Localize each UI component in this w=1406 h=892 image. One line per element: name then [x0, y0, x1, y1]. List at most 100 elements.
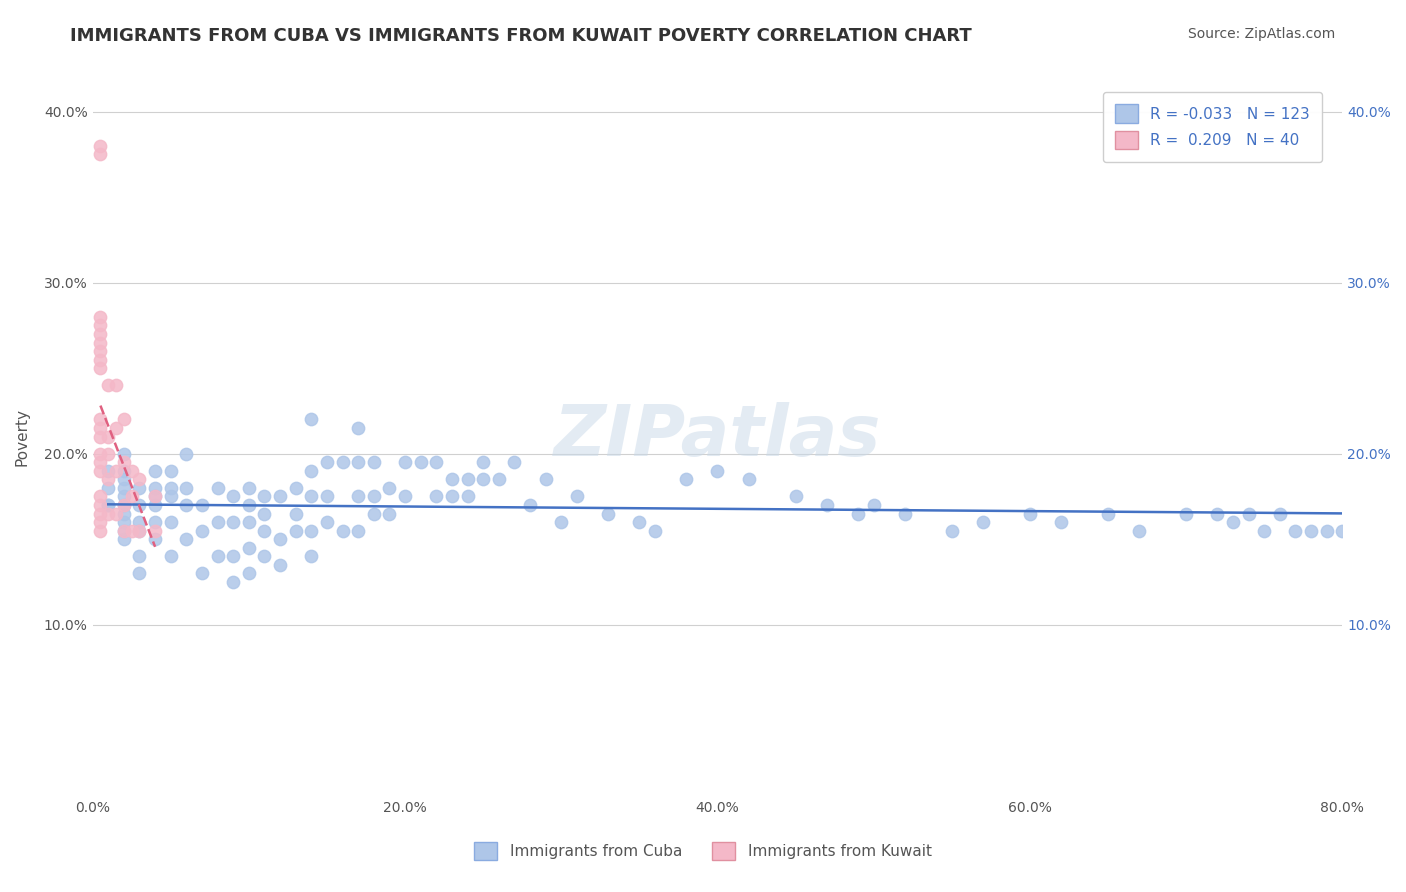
Point: [191, 524, 214, 538]
Point: [347, 455, 370, 469]
Point: [394, 455, 416, 469]
Point: [1206, 507, 1229, 521]
Point: [222, 490, 245, 504]
Point: [89, 318, 111, 333]
Point: [159, 481, 181, 495]
Point: [378, 507, 401, 521]
Point: [143, 490, 166, 504]
Point: [112, 481, 135, 495]
Point: [253, 549, 276, 564]
Point: [128, 549, 150, 564]
Point: [706, 464, 728, 478]
Point: [112, 524, 135, 538]
Point: [737, 472, 759, 486]
Point: [440, 490, 463, 504]
Point: [238, 541, 260, 555]
Point: [1331, 524, 1354, 538]
Point: [347, 421, 370, 435]
Point: [112, 455, 135, 469]
Point: [159, 515, 181, 529]
Point: [1268, 507, 1291, 521]
Point: [238, 481, 260, 495]
Point: [222, 549, 245, 564]
Point: [269, 558, 291, 572]
Point: [89, 412, 111, 426]
Point: [1284, 524, 1306, 538]
Point: [644, 524, 666, 538]
Point: [425, 490, 447, 504]
Point: [105, 507, 128, 521]
Point: [299, 490, 322, 504]
Point: [299, 524, 322, 538]
Point: [238, 566, 260, 581]
Point: [112, 498, 135, 512]
Point: [253, 507, 276, 521]
Point: [299, 412, 322, 426]
Point: [269, 532, 291, 546]
Point: [1237, 507, 1260, 521]
Point: [143, 464, 166, 478]
Point: [941, 524, 963, 538]
Point: [846, 507, 869, 521]
Point: [425, 455, 447, 469]
Point: [89, 455, 111, 469]
Point: [534, 472, 557, 486]
Point: [128, 472, 150, 486]
Point: [299, 464, 322, 478]
Point: [238, 515, 260, 529]
Point: [332, 455, 354, 469]
Point: [112, 447, 135, 461]
Point: [89, 498, 111, 512]
Point: [105, 464, 128, 478]
Point: [316, 455, 339, 469]
Text: ZIPatlas: ZIPatlas: [554, 402, 882, 471]
Point: [363, 490, 385, 504]
Point: [862, 498, 884, 512]
Point: [269, 490, 291, 504]
Point: [176, 481, 198, 495]
Point: [112, 507, 135, 521]
Point: [191, 498, 214, 512]
Point: [89, 139, 111, 153]
Point: [628, 515, 651, 529]
Point: [207, 481, 229, 495]
Point: [128, 524, 150, 538]
Point: [519, 498, 541, 512]
Point: [89, 524, 111, 538]
Point: [97, 472, 120, 486]
Point: [503, 455, 526, 469]
Point: [488, 472, 510, 486]
Point: [143, 515, 166, 529]
Point: [222, 515, 245, 529]
Point: [457, 490, 479, 504]
Point: [89, 344, 111, 359]
Point: [207, 549, 229, 564]
Point: [105, 421, 128, 435]
Point: [112, 472, 135, 486]
Point: [159, 464, 181, 478]
Point: [1316, 524, 1339, 538]
Point: [112, 524, 135, 538]
Point: [253, 524, 276, 538]
Point: [128, 481, 150, 495]
Point: [112, 515, 135, 529]
Point: [112, 464, 135, 478]
Point: [128, 498, 150, 512]
Point: [159, 549, 181, 564]
Text: Source: ZipAtlas.com: Source: ZipAtlas.com: [1188, 27, 1336, 41]
Point: [207, 515, 229, 529]
Point: [121, 490, 143, 504]
Point: [159, 490, 181, 504]
Point: [1299, 524, 1322, 538]
Point: [176, 498, 198, 512]
Point: [1018, 507, 1040, 521]
Point: [565, 490, 588, 504]
Point: [316, 515, 339, 529]
Point: [238, 498, 260, 512]
Point: [363, 507, 385, 521]
Point: [143, 498, 166, 512]
Point: [363, 455, 385, 469]
Point: [1222, 515, 1244, 529]
Point: [112, 412, 135, 426]
Point: [972, 515, 994, 529]
